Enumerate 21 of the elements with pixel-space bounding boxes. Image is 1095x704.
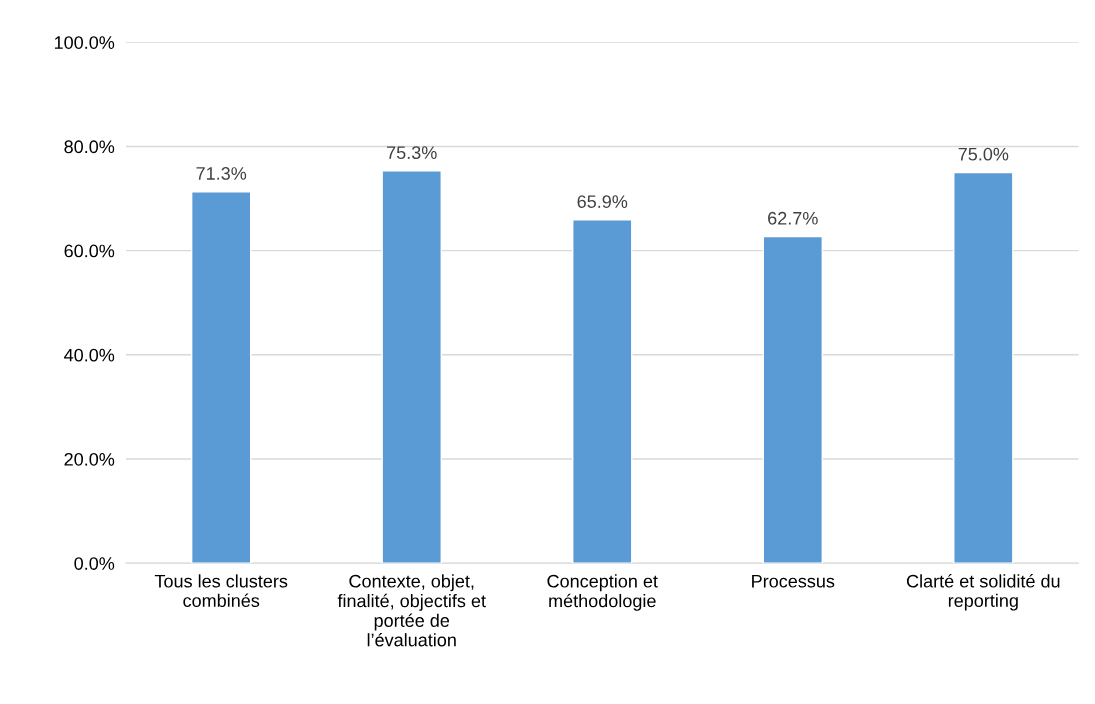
y-tick-label: 60.0% bbox=[64, 244, 115, 258]
y-tick-label: 20.0% bbox=[64, 452, 115, 466]
data-label: 75.3% bbox=[387, 146, 437, 160]
bar bbox=[381, 170, 442, 564]
data-label: 65.9% bbox=[577, 195, 628, 208]
x-tick-label: Contexte, objet, finalité, objectifs et portée de l’évaluation bbox=[337, 574, 486, 647]
bar bbox=[762, 235, 824, 564]
y-tick-label: 80.0% bbox=[64, 140, 115, 154]
x-tick-label: Tous les clusters combinés bbox=[154, 574, 288, 608]
y-tick-label: 100.0% bbox=[54, 36, 115, 49]
bar bbox=[572, 219, 633, 564]
y-tick-label: 0.0% bbox=[74, 557, 115, 570]
x-tick-label: Conception et méthodologie bbox=[547, 574, 658, 611]
y-tick-label: 40.0% bbox=[64, 348, 115, 362]
data-label: 71.3% bbox=[196, 167, 247, 180]
data-label: 75.0% bbox=[958, 147, 1009, 161]
bar bbox=[190, 191, 252, 564]
x-tick-label: Processus bbox=[752, 574, 835, 588]
bar bbox=[953, 171, 1014, 564]
data-label: 62.7% bbox=[768, 211, 818, 225]
x-tick-label: Clarté et solidité du reporting bbox=[906, 574, 1060, 611]
